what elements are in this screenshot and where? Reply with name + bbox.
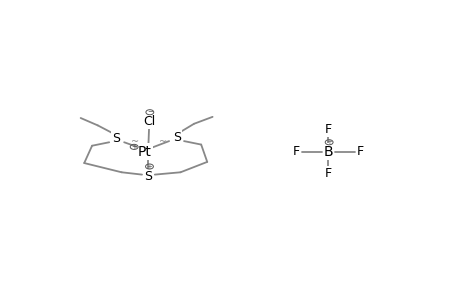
Text: +: + — [325, 139, 331, 145]
Text: S: S — [112, 132, 120, 145]
Text: Pt: Pt — [138, 145, 151, 158]
Text: S: S — [144, 170, 152, 183]
Text: −: − — [146, 109, 152, 115]
Text: B: B — [323, 145, 332, 158]
Text: ~: ~ — [159, 137, 167, 147]
Text: F: F — [324, 167, 331, 180]
Text: F: F — [292, 145, 299, 158]
Text: S: S — [173, 131, 180, 144]
Text: F: F — [356, 145, 363, 158]
Text: +: + — [131, 144, 137, 150]
Text: ~: ~ — [130, 137, 139, 147]
Text: Cl: Cl — [143, 115, 155, 128]
Text: F: F — [324, 123, 331, 136]
Text: +: + — [146, 164, 152, 169]
